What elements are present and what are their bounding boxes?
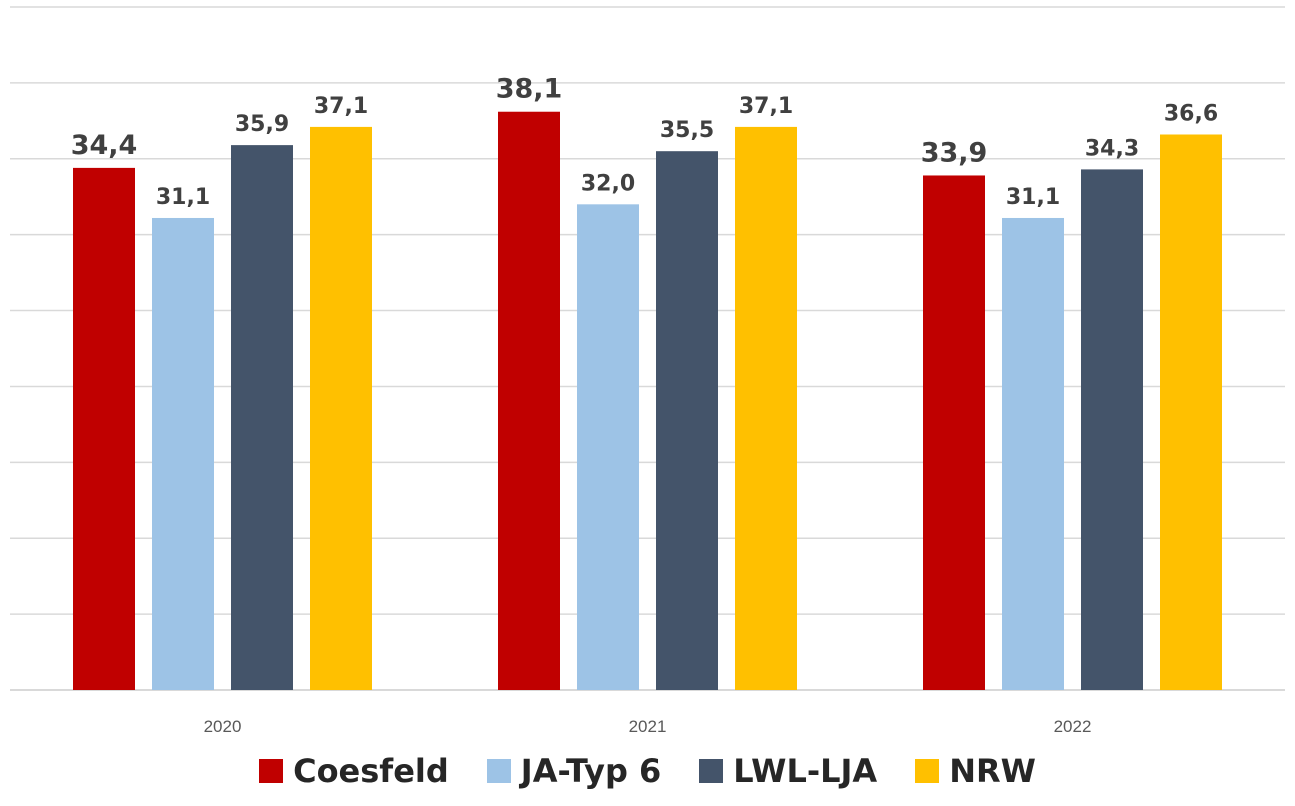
- bar-ja-typ-6-2022: [1002, 217, 1064, 690]
- legend-swatch-coesfeld: [259, 759, 284, 783]
- bar-nrw-2020: [310, 126, 372, 691]
- data-label-ja-typ-6-2021: 32,0: [581, 171, 635, 196]
- legend-label-lwl-lja: LWL-LJA: [733, 752, 878, 790]
- x-tick-label-2022: 2022: [1054, 717, 1092, 736]
- data-label-coesfeld-2020: 34,4: [71, 130, 138, 161]
- data-label-nrw-2020: 37,1: [314, 94, 368, 119]
- bar-coesfeld-2020: [73, 167, 135, 690]
- data-label-lwl-lja-2020: 35,9: [235, 112, 289, 137]
- data-label-nrw-2021: 37,1: [739, 94, 793, 119]
- bar-nrw-2022: [1160, 134, 1222, 690]
- data-label-ja-typ-6-2022: 31,1: [1006, 185, 1060, 210]
- data-label-lwl-lja-2022: 34,3: [1085, 136, 1139, 161]
- data-label-nrw-2022: 36,6: [1164, 101, 1218, 126]
- legend-item-ja-typ-6: JA-Typ 6: [486, 752, 662, 790]
- legend-swatch-ja-typ-6: [486, 759, 511, 783]
- bar-coesfeld-2021: [498, 111, 560, 690]
- bar-nrw-2021: [735, 126, 797, 691]
- data-label-lwl-lja-2021: 35,5: [660, 118, 714, 143]
- bar-coesfeld-2022: [923, 175, 985, 690]
- legend: Coesfeld JA-Typ 6 LWL-LJA NRW: [0, 752, 1295, 790]
- legend-label-ja-typ-6: JA-Typ 6: [520, 752, 662, 790]
- bar-ja-typ-6-2020: [152, 217, 214, 690]
- x-tick-label-2021: 2021: [629, 717, 667, 736]
- data-label-coesfeld-2022: 33,9: [921, 137, 988, 168]
- legend-item-lwl-lja: LWL-LJA: [699, 752, 877, 790]
- data-label-ja-typ-6-2020: 31,1: [156, 185, 210, 210]
- data-label-coesfeld-2021: 38,1: [496, 74, 563, 105]
- legend-swatch-lwl-lja: [699, 759, 724, 783]
- legend-item-nrw: NRW: [915, 752, 1036, 790]
- bar-lwl-lja-2022: [1081, 169, 1143, 690]
- bar-ja-typ-6-2021: [577, 204, 639, 691]
- bar-lwl-lja-2021: [656, 151, 718, 690]
- x-tick-label-2020: 2020: [204, 717, 242, 736]
- legend-label-nrw: NRW: [949, 752, 1036, 790]
- bar-lwl-lja-2020: [231, 145, 293, 690]
- legend-swatch-nrw: [915, 759, 940, 783]
- legend-label-coesfeld: Coesfeld: [293, 752, 449, 790]
- legend-item-coesfeld: Coesfeld: [259, 752, 449, 790]
